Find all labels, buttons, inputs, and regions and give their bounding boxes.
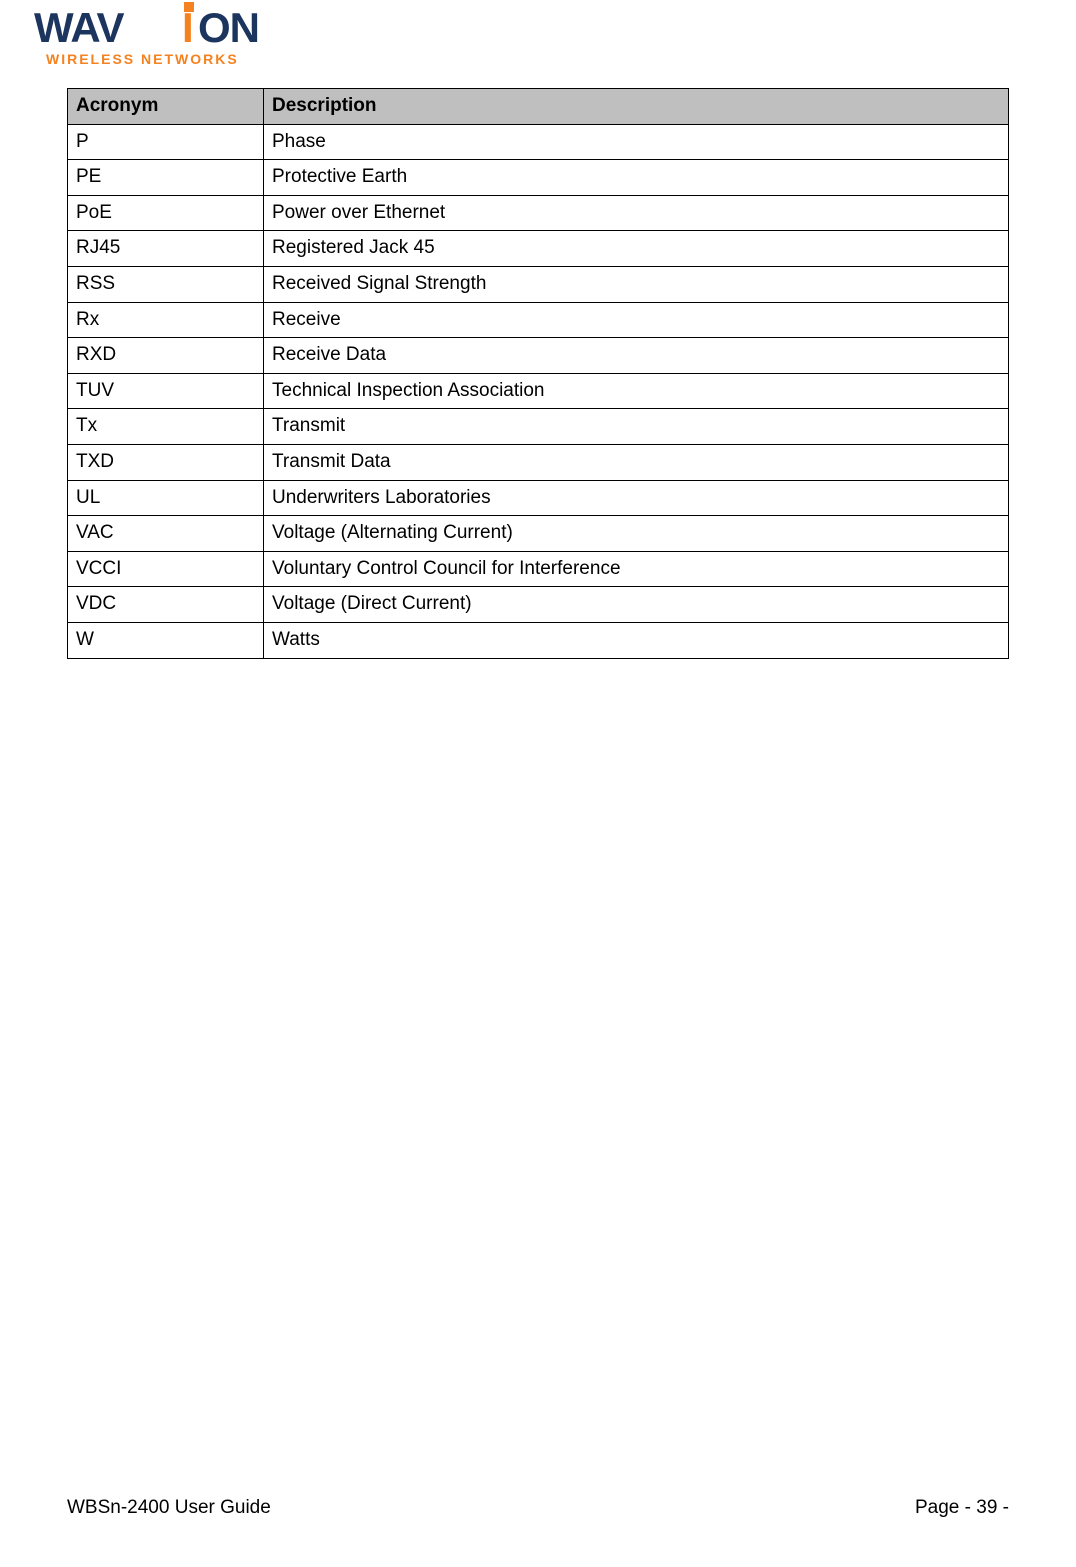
cell-acronym: P xyxy=(68,124,264,160)
content-area: Acronym Description PPhase PEProtective … xyxy=(67,88,1009,659)
cell-description: Registered Jack 45 xyxy=(264,231,1009,267)
cell-acronym: RSS xyxy=(68,266,264,302)
cell-acronym: RJ45 xyxy=(68,231,264,267)
cell-acronym: RXD xyxy=(68,338,264,374)
cell-acronym: UL xyxy=(68,480,264,516)
svg-text:WAV: WAV xyxy=(34,4,125,51)
cell-acronym: Rx xyxy=(68,302,264,338)
company-logo: WAV I ON WIRELESS NETWORKS xyxy=(34,2,294,79)
cell-acronym: VCCI xyxy=(68,551,264,587)
svg-text:I: I xyxy=(182,4,194,51)
cell-description: Received Signal Strength xyxy=(264,266,1009,302)
table-row: VACVoltage (Alternating Current) xyxy=(68,516,1009,552)
cell-acronym: VDC xyxy=(68,587,264,623)
cell-description: Voltage (Direct Current) xyxy=(264,587,1009,623)
cell-description: Receive Data xyxy=(264,338,1009,374)
footer-title: WBSn-2400 User Guide xyxy=(67,1497,271,1519)
cell-description: Protective Earth xyxy=(264,160,1009,196)
cell-description: Transmit Data xyxy=(264,444,1009,480)
cell-acronym: TUV xyxy=(68,373,264,409)
page-footer: WBSn-2400 User Guide Page - 39 - xyxy=(67,1497,1009,1519)
cell-acronym: VAC xyxy=(68,516,264,552)
svg-text:WIRELESS NETWORKS: WIRELESS NETWORKS xyxy=(46,51,239,67)
page: WAV I ON WIRELESS NETWORKS Acronym Descr… xyxy=(0,0,1076,1567)
cell-description: Voltage (Alternating Current) xyxy=(264,516,1009,552)
cell-acronym: PE xyxy=(68,160,264,196)
cell-description: Underwriters Laboratories xyxy=(264,480,1009,516)
header-acronym: Acronym xyxy=(68,89,264,125)
cell-description: Transmit xyxy=(264,409,1009,445)
table-row: TXDTransmit Data xyxy=(68,444,1009,480)
cell-description: Watts xyxy=(264,622,1009,658)
cell-description: Technical Inspection Association xyxy=(264,373,1009,409)
table-row: PEProtective Earth xyxy=(68,160,1009,196)
cell-acronym: W xyxy=(68,622,264,658)
table-body: PPhase PEProtective Earth PoEPower over … xyxy=(68,124,1009,658)
table-row: RJ45Registered Jack 45 xyxy=(68,231,1009,267)
table-row: VDCVoltage (Direct Current) xyxy=(68,587,1009,623)
svg-text:ON: ON xyxy=(198,4,259,51)
cell-acronym: PoE xyxy=(68,195,264,231)
table-row: RSSReceived Signal Strength xyxy=(68,266,1009,302)
table-row: PPhase xyxy=(68,124,1009,160)
cell-description: Receive xyxy=(264,302,1009,338)
table-row: PoEPower over Ethernet xyxy=(68,195,1009,231)
acronym-table: Acronym Description PPhase PEProtective … xyxy=(67,88,1009,659)
cell-acronym: TXD xyxy=(68,444,264,480)
table-row: ULUnderwriters Laboratories xyxy=(68,480,1009,516)
cell-description: Phase xyxy=(264,124,1009,160)
table-row: RXDReceive Data xyxy=(68,338,1009,374)
cell-acronym: Tx xyxy=(68,409,264,445)
table-row: VCCIVoluntary Control Council for Interf… xyxy=(68,551,1009,587)
table-header-row: Acronym Description xyxy=(68,89,1009,125)
header-description: Description xyxy=(264,89,1009,125)
table-row: TxTransmit xyxy=(68,409,1009,445)
table-row: WWatts xyxy=(68,622,1009,658)
wavion-logo-icon: WAV I ON WIRELESS NETWORKS xyxy=(34,2,294,74)
footer-page-number: Page - 39 - xyxy=(915,1497,1009,1519)
cell-description: Power over Ethernet xyxy=(264,195,1009,231)
table-row: TUVTechnical Inspection Association xyxy=(68,373,1009,409)
table-row: RxReceive xyxy=(68,302,1009,338)
cell-description: Voluntary Control Council for Interferen… xyxy=(264,551,1009,587)
